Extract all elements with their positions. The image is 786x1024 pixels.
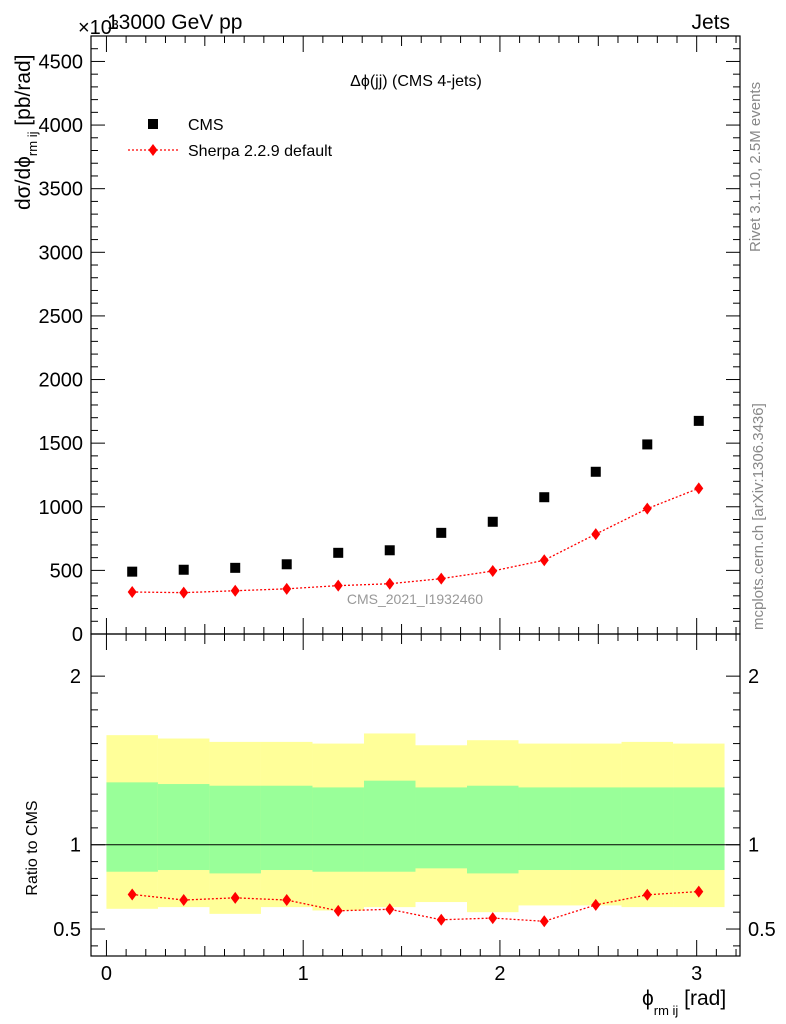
axes-frames	[90, 35, 741, 957]
cms-data-point	[178, 564, 189, 575]
cms-data-point	[127, 566, 138, 577]
band-inner-bin	[466, 785, 519, 874]
ratio-bands	[106, 733, 725, 914]
mcplots-label: mcplots.cern.ch [arXiv:1306.3436]	[750, 403, 767, 630]
sherpa-data-point	[488, 565, 498, 578]
x-tick-label: 1	[298, 963, 309, 985]
plot-title: Δϕ(jj) (CMS 4-jets)	[350, 73, 482, 90]
band-inner-bin	[621, 787, 674, 871]
band-inner-bin	[363, 780, 416, 872]
ratio-sherpa-point	[385, 903, 395, 916]
band-inner-bin	[106, 782, 158, 872]
cms-data-point	[590, 466, 601, 477]
band-inner-bin	[260, 785, 313, 871]
ratio-y-tick-label: 2	[70, 666, 81, 688]
header-process-label: Jets	[691, 11, 730, 34]
cms-data-point	[642, 439, 653, 450]
x-tick-label: 0	[101, 963, 112, 985]
band-inner-bin	[673, 787, 725, 871]
x-tick-label: 3	[691, 963, 702, 985]
ratio-sherpa-point	[127, 888, 137, 901]
top-y-tick-label: 0	[72, 624, 83, 646]
top-y-tick-label: 4500	[39, 51, 84, 73]
cms-data-point	[539, 492, 550, 503]
x-axis-label: ϕrm ij [rad]	[642, 987, 726, 1018]
legend: CMS Sherpa 2.2.9 default	[128, 117, 333, 160]
band-inner-bin	[209, 785, 261, 874]
ratio-sherpa-line	[132, 890, 699, 922]
legend-cms-marker	[148, 119, 158, 129]
cms-data-point	[230, 562, 241, 573]
top-y-axis-label: dσ/dϕrm ij [pb/rad]	[12, 54, 40, 210]
band-inner-bin	[415, 787, 467, 869]
rivet-version-label: Rivet 3.1.10, 2.5M events	[747, 82, 764, 252]
ratio-y-tick-label: 1	[70, 835, 81, 857]
sherpa-data-point	[333, 579, 343, 592]
ratio-y-tick-label: 0.5	[53, 919, 81, 941]
top-y-tick-label: 1000	[39, 497, 84, 519]
cms-data-point	[436, 527, 447, 538]
legend-cms-label: CMS	[188, 117, 224, 134]
sherpa-data-point	[436, 572, 446, 585]
cms-data-point	[693, 415, 704, 426]
band-inner-bin	[312, 787, 364, 872]
sherpa-data-point	[127, 586, 137, 599]
ratio-y-tick-label-right: 0.5	[748, 919, 776, 941]
data-series	[127, 415, 704, 928]
sherpa-data-point	[694, 482, 704, 495]
ratio-sherpa-point	[694, 885, 704, 898]
band-inner-bin	[570, 787, 622, 871]
ratio-y-tick-label-right: 1	[748, 835, 759, 857]
analysis-watermark: CMS_2021_I1932460	[347, 591, 483, 607]
band-inner-bin	[518, 787, 571, 871]
sherpa-data-point	[282, 582, 292, 595]
x-tick-label: 2	[494, 963, 505, 985]
ratio-sherpa-point	[591, 898, 601, 911]
sherpa-data-point	[539, 554, 549, 567]
ratio-y-axis-label: Ratio to CMS	[24, 800, 41, 895]
ratio-sherpa-point	[179, 894, 189, 907]
legend-sherpa-marker	[148, 144, 158, 156]
top-y-tick-label: 2000	[39, 370, 84, 392]
sherpa-line	[132, 487, 700, 594]
top-y-tick-label: 1500	[39, 433, 84, 455]
y-multiplier-label: ×10³	[78, 17, 119, 39]
top-y-tick-label: 2500	[39, 306, 84, 328]
cms-data-point	[281, 559, 292, 570]
legend-sherpa-label: Sherpa 2.2.9 default	[188, 143, 333, 160]
axis-ticks: 0 500 1000 1500 2000 2500 3000 3500 4000 4500 0 1 2 3…	[39, 36, 776, 985]
ratio-sherpa-point	[333, 904, 343, 917]
svg-text:ϕrm ij [rad]: ϕrm ij [rad]	[642, 987, 726, 1018]
svg-text:dσ/dϕrm ij [pb/rad]: dσ/dϕrm ij [pb/rad]	[12, 54, 40, 210]
ratio-y-tick-label-right: 2	[748, 666, 759, 688]
top-y-tick-label: 4000	[39, 115, 84, 137]
cms-data-point	[333, 547, 344, 558]
sherpa-data-point	[385, 577, 395, 590]
ratio-sherpa-point	[436, 913, 446, 926]
ratio-sherpa-point	[642, 888, 652, 901]
cms-data-point	[384, 545, 395, 556]
sherpa-data-point	[642, 502, 652, 515]
sherpa-data-point	[230, 584, 240, 597]
top-y-tick-label: 3500	[39, 179, 84, 201]
sherpa-data-point	[179, 586, 189, 599]
top-y-tick-label: 500	[50, 560, 83, 582]
header-energy-label: 13000 GeV pp	[107, 11, 242, 34]
ratio-sherpa-point	[539, 915, 549, 928]
ratio-sherpa-point	[282, 894, 292, 907]
top-y-tick-label: 3000	[39, 242, 84, 264]
ratio-sherpa-point	[230, 891, 240, 904]
ratio-panel-frame	[90, 633, 741, 957]
band-inner-bin	[157, 784, 210, 871]
sherpa-data-point	[591, 528, 601, 541]
ratio-sherpa-point	[488, 912, 498, 925]
cms-data-point	[487, 516, 498, 527]
